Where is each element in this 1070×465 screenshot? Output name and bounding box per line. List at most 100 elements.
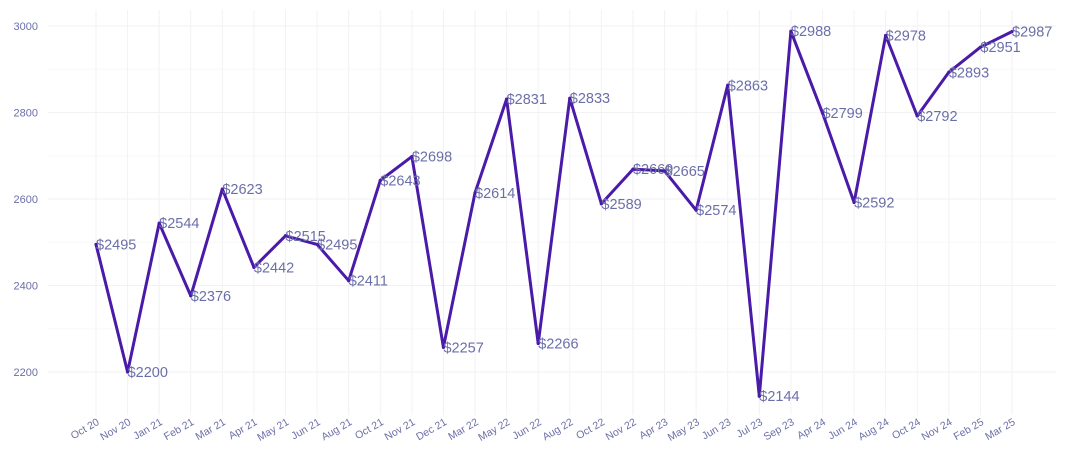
data-point <box>978 45 983 49</box>
data-point <box>94 242 98 247</box>
x-tick-label: May 22 <box>476 416 512 444</box>
x-tick-label: Mar 25 <box>983 416 1017 443</box>
data-label: $2495 <box>96 237 136 253</box>
y-tick-label: 3000 <box>14 21 38 33</box>
data-point <box>283 234 288 238</box>
data-label: $2893 <box>949 65 989 81</box>
x-tick-label: Oct 24 <box>890 416 923 442</box>
data-point <box>726 83 730 87</box>
data-label: $2200 <box>128 365 168 381</box>
data-point <box>947 70 951 74</box>
data-label: $2574 <box>696 203 736 219</box>
data-label: $2515 <box>286 229 326 245</box>
x-tick-label: Jun 22 <box>510 416 543 442</box>
x-tick-label: Aug 21 <box>319 416 354 443</box>
data-point <box>662 169 667 173</box>
x-tick-label: Oct 21 <box>353 416 386 442</box>
data-point <box>631 167 635 171</box>
data-point <box>1010 30 1014 34</box>
data-point <box>505 97 509 101</box>
data-label: $2951 <box>980 40 1020 56</box>
data-label: $2863 <box>728 78 768 94</box>
data-label: $2833 <box>570 91 610 107</box>
x-tick-label: Feb 21 <box>162 416 196 443</box>
data-label: $2592 <box>854 195 894 211</box>
x-tick-label: May 23 <box>666 416 702 444</box>
x-tick-label: Nov 21 <box>383 416 418 443</box>
data-point <box>441 345 446 349</box>
data-point <box>884 33 888 38</box>
data-label: $2257 <box>443 340 483 356</box>
data-point <box>568 96 572 100</box>
data-point <box>252 265 256 269</box>
data-point <box>157 221 161 225</box>
x-tick-label: Jan 21 <box>131 416 164 442</box>
data-label: $2643 <box>380 173 420 189</box>
x-tick-label: Jun 23 <box>700 416 733 442</box>
x-tick-label: Aug 24 <box>856 416 891 443</box>
data-label: $2266 <box>538 336 578 352</box>
y-axis-ticks: 2200 2400 2600 2800 3000 <box>14 21 38 379</box>
data-point <box>347 279 351 283</box>
data-point <box>473 191 477 195</box>
data-point <box>852 200 856 205</box>
data-point <box>315 242 319 247</box>
data-point <box>789 29 793 33</box>
data-label: $2988 <box>791 24 831 40</box>
x-tick-label: Nov 22 <box>604 416 639 443</box>
x-tick-label: Feb 25 <box>952 416 986 443</box>
x-tick-label: Nov 20 <box>98 416 133 443</box>
data-label: $2669 <box>633 162 673 178</box>
data-label: $2411 <box>349 274 388 290</box>
y-tick-label: 2800 <box>14 108 38 120</box>
data-label: $2698 <box>412 150 452 166</box>
data-point <box>694 208 698 212</box>
x-tick-label: Apr 24 <box>795 416 828 442</box>
x-tick-label: May 21 <box>255 416 291 444</box>
x-tick-label: Mar 21 <box>194 416 228 443</box>
data-point <box>820 111 825 115</box>
x-tick-label: Jul 23 <box>735 416 765 440</box>
data-label: $2144 <box>759 389 799 405</box>
data-label: $2376 <box>191 289 231 305</box>
data-label: $2831 <box>507 92 547 108</box>
x-tick-label: Sep 23 <box>762 416 797 443</box>
data-label: $2978 <box>886 29 926 45</box>
data-label: $2589 <box>601 197 641 213</box>
data-point <box>599 202 603 206</box>
data-point <box>220 187 224 191</box>
x-tick-label: Apr 21 <box>227 416 260 442</box>
data-point <box>757 394 761 398</box>
grid-lines <box>48 10 1056 415</box>
data-label: $2792 <box>917 109 957 125</box>
data-point <box>915 114 919 118</box>
x-tick-label: Apr 23 <box>637 416 670 442</box>
data-label: $2799 <box>822 106 862 122</box>
data-point <box>378 178 382 183</box>
y-tick-label: 2200 <box>14 367 38 379</box>
x-tick-label: Dec 21 <box>414 416 449 443</box>
x-tick-label: Aug 22 <box>540 416 575 443</box>
x-tick-label: Jun 24 <box>826 416 859 442</box>
y-tick-label: 2400 <box>14 281 38 293</box>
y-tick-label: 2600 <box>14 194 38 206</box>
data-point <box>125 370 130 374</box>
data-label: $2495 <box>317 237 357 253</box>
x-tick-label: Oct 20 <box>69 416 102 442</box>
x-tick-label: Oct 22 <box>574 416 607 442</box>
data-point <box>410 155 414 159</box>
data-point <box>536 341 540 346</box>
data-labels: $2495$2200$2544$2376$2623$2442$2515$2495… <box>94 24 1052 405</box>
data-label: $2623 <box>222 182 262 198</box>
data-label: $2544 <box>159 216 199 232</box>
data-label: $2987 <box>1012 25 1052 41</box>
x-tick-label: Jun 21 <box>289 416 322 442</box>
data-point <box>189 294 193 298</box>
price-series-line <box>94 29 1014 398</box>
data-label: $2665 <box>665 164 705 180</box>
data-label: $2442 <box>254 260 294 276</box>
data-label: $2614 <box>475 186 515 202</box>
x-tick-label: Nov 24 <box>920 416 955 443</box>
